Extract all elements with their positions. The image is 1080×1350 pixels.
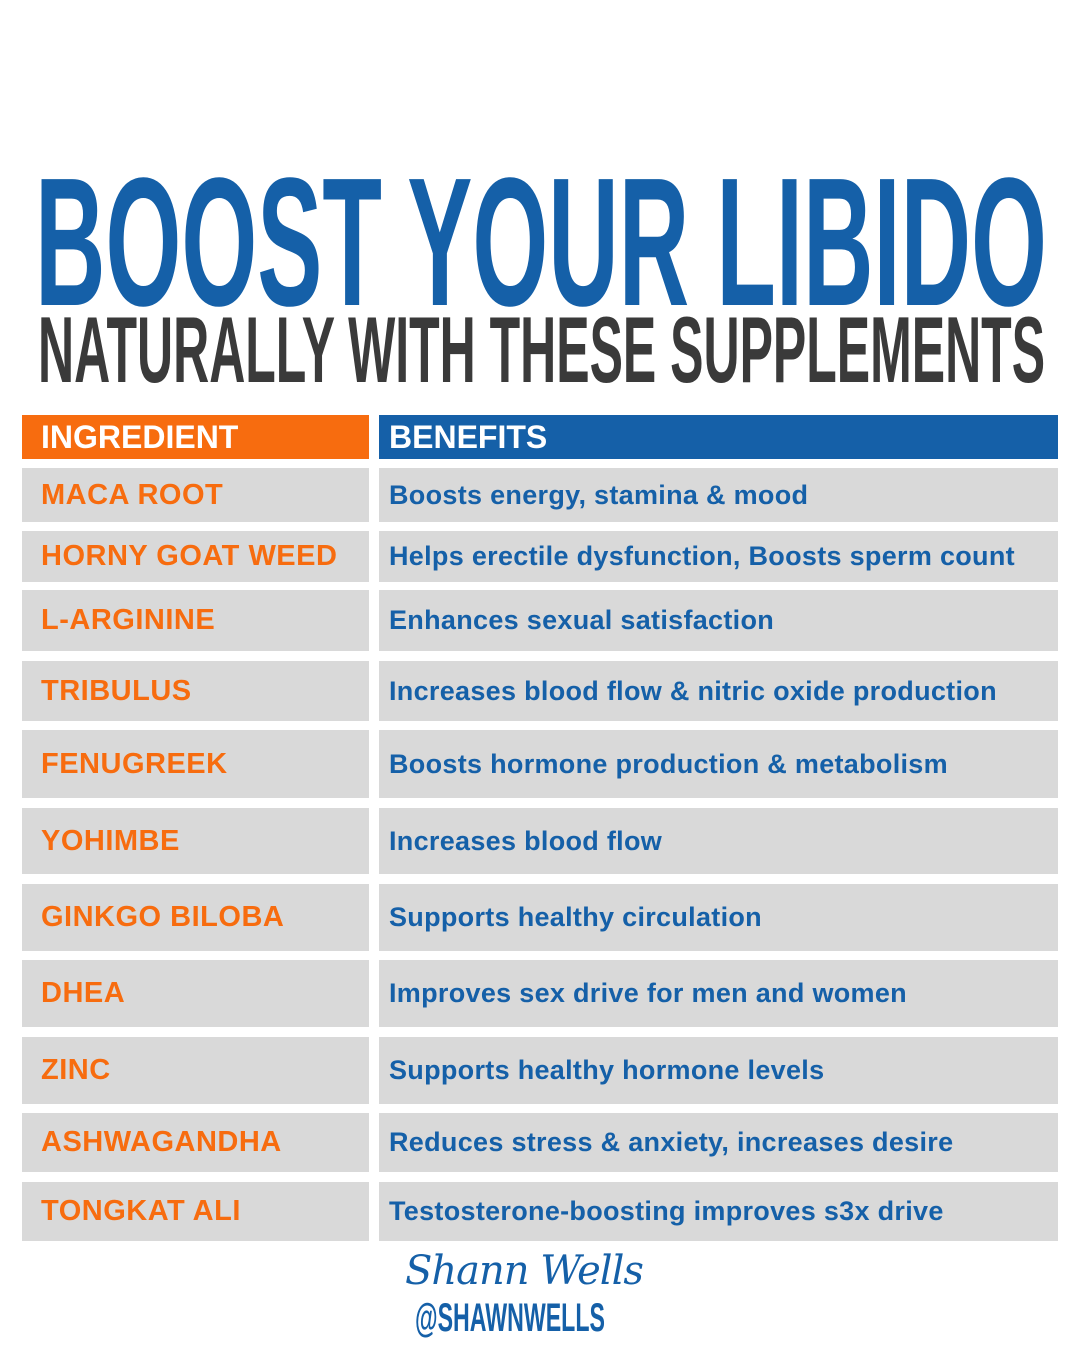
ingredient-cell: FENUGREEK [22, 730, 369, 798]
header-ingredient: INGREDIENT [22, 415, 369, 459]
social-handle: @SHAWNWELLS [415, 1296, 605, 1340]
ingredient-cell: YOHIMBE [22, 808, 369, 874]
signature-logo: Shann Wells [405, 1248, 644, 1294]
ingredient-cell: TRIBULUS [22, 661, 369, 721]
benefit-cell: Increases blood flow & nitric oxide prod… [379, 661, 1058, 721]
page-title: BOOST YOUR LIBIDO [35, 139, 1047, 344]
benefit-cell: Improves sex drive for men and women [379, 960, 1058, 1027]
ingredient-cell: GINKGO BILOBA [22, 884, 369, 951]
benefit-cell: Boosts hormone production & metabolism [379, 730, 1058, 798]
benefit-cell: Supports healthy circulation [379, 884, 1058, 951]
benefit-cell: Enhances sexual satisfaction [379, 590, 1058, 651]
benefit-cell: Testosterone-boosting improves s3x drive [379, 1182, 1058, 1241]
ingredient-cell: TONGKAT ALI [22, 1182, 369, 1241]
ingredient-cell: MACA ROOT [22, 468, 369, 522]
ingredient-cell: L-ARGININE [22, 590, 369, 651]
benefit-cell: Supports healthy hormone levels [379, 1037, 1058, 1104]
ingredient-cell: DHEA [22, 960, 369, 1027]
header-benefits: BENEFITS [379, 415, 1058, 459]
ingredient-cell: ASHWAGANDHA [22, 1113, 369, 1172]
ingredient-cell: HORNY GOAT WEED [22, 531, 369, 582]
benefit-cell: Increases blood flow [379, 808, 1058, 874]
benefit-cell: Reduces stress & anxiety, increases desi… [379, 1113, 1058, 1172]
page-subtitle: NATURALLY WITH THESE SUPPLEMENTS [38, 297, 1046, 402]
benefit-cell: Helps erectile dysfunction, Boosts sperm… [379, 531, 1058, 582]
benefit-cell: Boosts energy, stamina & mood [379, 468, 1058, 522]
ingredient-cell: ZINC [22, 1037, 369, 1104]
